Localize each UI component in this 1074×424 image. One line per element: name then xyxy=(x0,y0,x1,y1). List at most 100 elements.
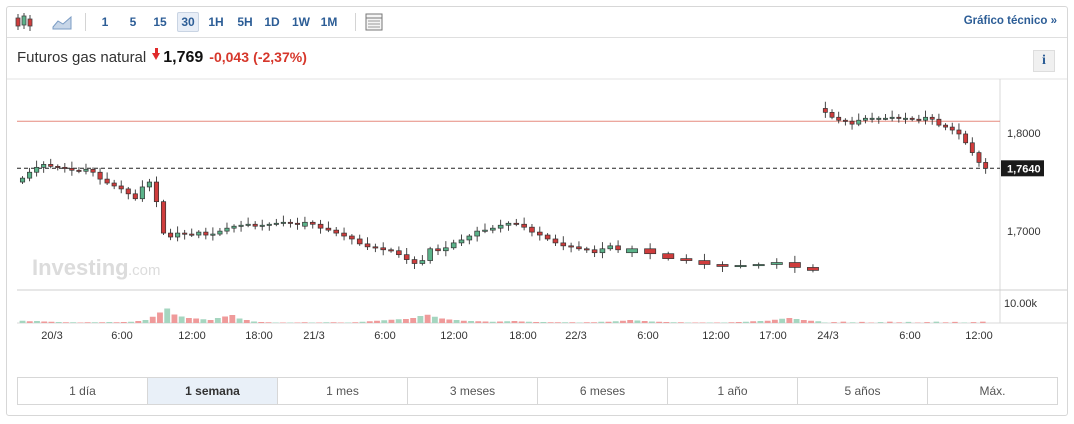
volume-bar xyxy=(272,322,279,323)
time-axis-label: 22/3 xyxy=(565,330,586,342)
candle xyxy=(568,242,574,253)
volume-bar xyxy=(714,322,720,323)
candle-body xyxy=(280,221,286,224)
time-axis-label: 17:00 xyxy=(759,330,787,342)
candle xyxy=(90,167,96,177)
candle-body xyxy=(806,267,819,271)
volume-bar xyxy=(41,321,48,323)
candle-body xyxy=(90,168,96,173)
candle-body xyxy=(168,232,174,238)
candle-body xyxy=(175,232,181,238)
candle xyxy=(196,230,202,239)
candle xyxy=(537,226,543,241)
candle-body xyxy=(599,248,606,254)
candle xyxy=(458,234,465,247)
candle xyxy=(662,251,675,261)
range-1-semana[interactable]: 1 semana xyxy=(148,378,278,404)
candle-body xyxy=(252,223,258,227)
timeframe-1d[interactable]: 1D xyxy=(264,15,280,29)
candle-body xyxy=(309,221,316,225)
technical-chart-link[interactable]: Gráfico técnico » xyxy=(963,15,1057,27)
table-view-icon[interactable] xyxy=(363,11,385,33)
price-change-percent: (-2,37%) xyxy=(253,49,307,65)
range-máx-[interactable]: Máx. xyxy=(979,384,1006,398)
time-axis-label: 12:00 xyxy=(440,330,468,342)
candle xyxy=(770,258,783,269)
candle xyxy=(403,247,410,264)
candle-body xyxy=(427,248,433,261)
candle xyxy=(160,199,167,236)
candle xyxy=(680,254,693,264)
timeframe-5[interactable]: 5 xyxy=(129,15,137,29)
range-1-año[interactable]: 1 año xyxy=(668,378,798,404)
candle-body xyxy=(83,168,89,172)
timeframe-1[interactable]: 1 xyxy=(101,15,109,29)
volume-bar xyxy=(345,322,351,323)
candle xyxy=(521,217,527,231)
timeframe-1w[interactable]: 1W xyxy=(292,15,310,29)
candle-body xyxy=(41,164,47,168)
candle xyxy=(976,150,982,167)
volume-bar xyxy=(337,322,344,323)
candle xyxy=(309,220,316,229)
timeframe-5h[interactable]: 5H xyxy=(237,15,253,29)
volume-bar xyxy=(699,322,706,323)
candle xyxy=(734,259,747,269)
candle xyxy=(427,246,433,264)
volume-bar xyxy=(859,321,865,323)
range-5-años[interactable]: 5 años xyxy=(798,378,928,404)
candle xyxy=(644,243,657,260)
candle xyxy=(259,219,265,231)
candle-body xyxy=(294,222,301,225)
volume-bar xyxy=(757,321,764,323)
candle xyxy=(788,255,801,273)
candle xyxy=(118,180,124,194)
volume-bar xyxy=(933,321,940,323)
timeframe-15[interactable]: 15 xyxy=(153,15,167,29)
candle-body xyxy=(936,118,942,126)
area-chart-icon[interactable] xyxy=(51,11,73,33)
candle xyxy=(474,226,480,242)
candle xyxy=(490,225,496,234)
volume-bar xyxy=(120,322,127,323)
candle-body xyxy=(139,186,145,200)
info-button[interactable]: i xyxy=(1033,50,1055,72)
candle xyxy=(856,113,862,127)
range-3-meses[interactable]: 3 meses xyxy=(408,378,538,404)
candle-body xyxy=(544,234,551,240)
timeframe-1m[interactable]: 1M xyxy=(320,15,338,29)
volume-bar xyxy=(113,322,120,323)
volume-bar xyxy=(294,322,301,323)
range-1-mes[interactable]: 1 mes xyxy=(278,378,408,404)
candle xyxy=(505,221,512,231)
candle-body xyxy=(160,201,167,234)
candle xyxy=(62,163,68,173)
timeframe-1h[interactable]: 1H xyxy=(208,15,224,29)
candle-body xyxy=(862,117,868,121)
volume-bar xyxy=(424,314,431,323)
candle-body xyxy=(388,249,394,252)
timeframe-30[interactable]: 30 xyxy=(177,12,199,32)
range-6-meses[interactable]: 6 meses xyxy=(538,378,668,404)
candle-body xyxy=(333,229,340,234)
volume-bar xyxy=(251,321,257,323)
candle xyxy=(132,189,138,201)
volume-bar xyxy=(243,320,250,323)
candle xyxy=(576,241,582,251)
candlestick-chart-icon[interactable] xyxy=(13,11,35,33)
volume-bar xyxy=(99,322,106,323)
volume-bar xyxy=(352,322,359,323)
candle xyxy=(552,234,559,247)
volume-bar xyxy=(980,321,986,323)
candle-body xyxy=(450,242,457,249)
volume-bar xyxy=(569,322,576,323)
volume-bar xyxy=(771,319,778,323)
candle xyxy=(245,217,251,228)
volume-bar xyxy=(583,322,590,323)
volume-bar xyxy=(612,321,619,323)
range-1-día[interactable]: 1 día xyxy=(18,378,148,404)
volume-bar xyxy=(779,318,786,323)
candle-body xyxy=(380,247,386,251)
volume-bar xyxy=(453,320,460,323)
volume-bar xyxy=(128,321,134,323)
